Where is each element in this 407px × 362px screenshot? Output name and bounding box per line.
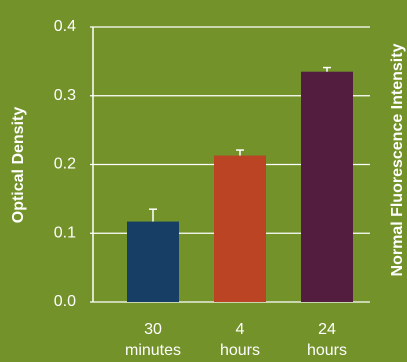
bar xyxy=(301,71,353,302)
bar xyxy=(214,155,266,302)
y-tick-label: 0.0 xyxy=(54,293,76,310)
y-tick-label: 0.2 xyxy=(54,156,76,173)
y-axis-title: Optical Density xyxy=(10,107,27,224)
y-tick-label: 0.3 xyxy=(54,87,76,104)
y-tick-label: 0.1 xyxy=(54,224,76,241)
y2-axis-title: Normal Fluorescence Intensity xyxy=(389,43,406,276)
x-category-label: 30 minutes xyxy=(125,321,181,359)
bar xyxy=(127,221,179,302)
x-category-label: 24 hours xyxy=(307,321,347,359)
x-category-label: 4 hours xyxy=(220,321,260,359)
labels: 0.0 0.1 0.2 0.3 0.4 30 minutes 4 hours 24 hours Opt… xyxy=(10,18,406,359)
y-tick-label: 0.4 xyxy=(54,18,76,35)
bars xyxy=(127,66,353,302)
